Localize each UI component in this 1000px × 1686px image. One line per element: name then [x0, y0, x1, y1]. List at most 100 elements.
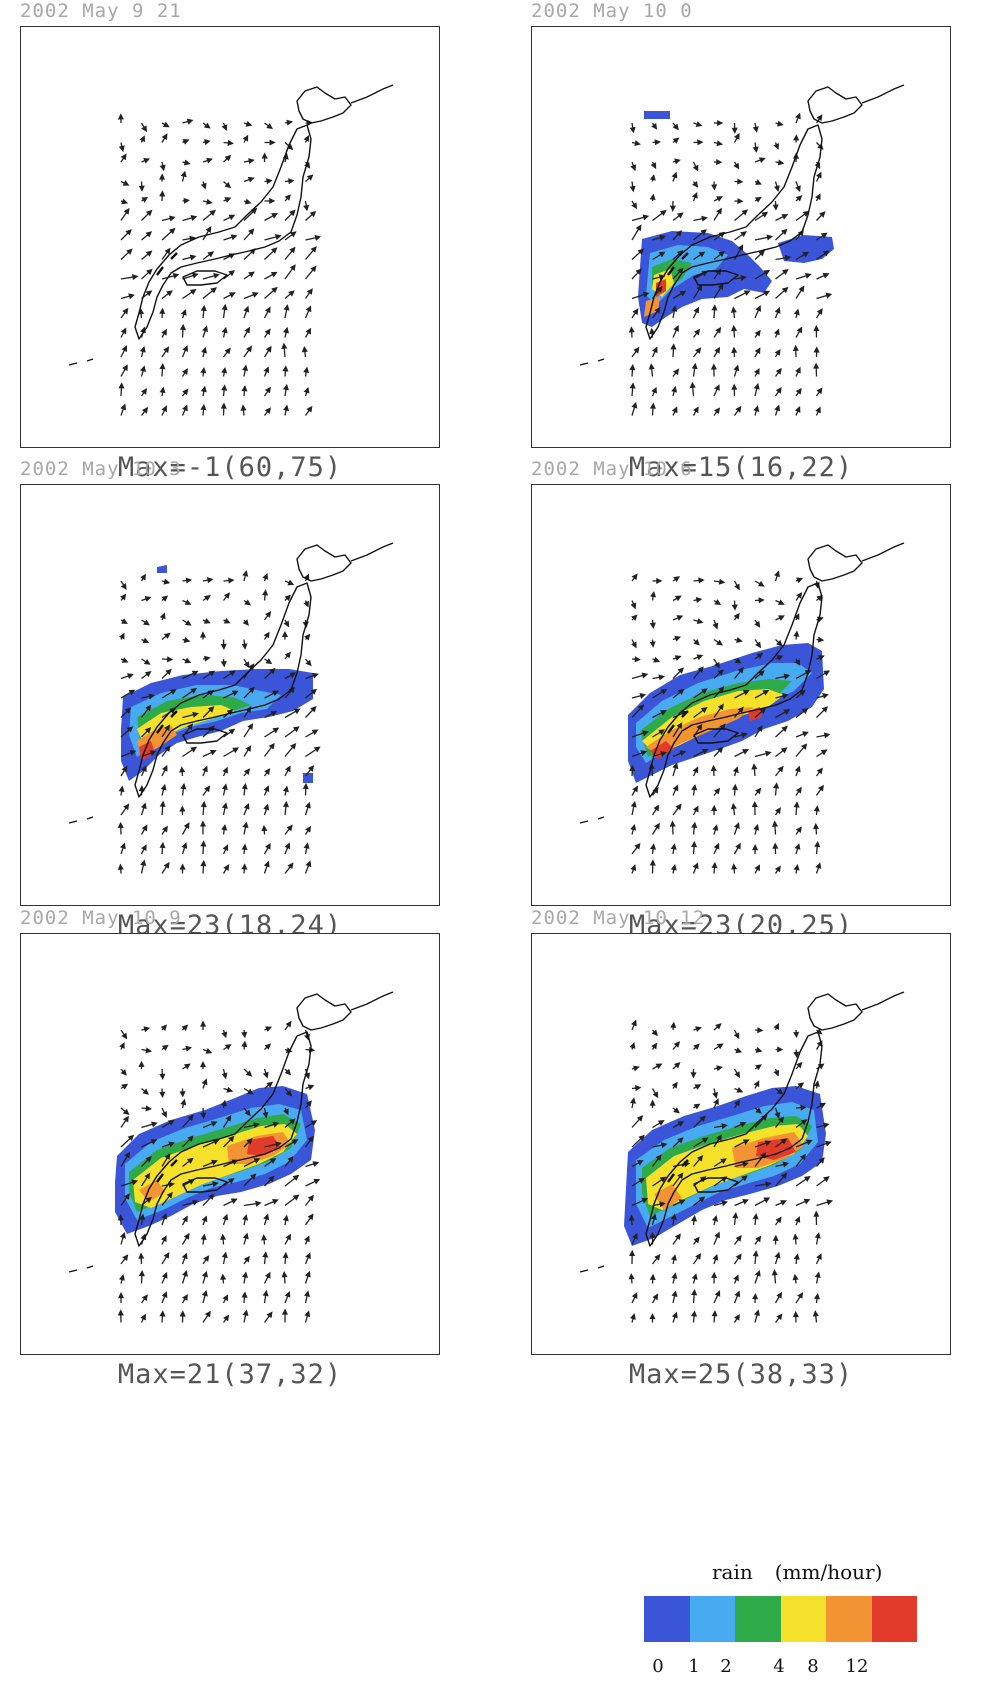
wind-arrowhead: [649, 1231, 656, 1238]
wind-arrowhead: [145, 1155, 152, 1163]
wind-arrowhead: [243, 305, 250, 313]
wind-arrowhead: [777, 159, 785, 166]
wind-arrowhead: [778, 615, 785, 621]
wind-arrowhead: [146, 268, 153, 276]
wind-arrowhead: [222, 1213, 229, 1221]
wind-arrowhead: [672, 137, 680, 144]
wind-arrowhead: [670, 843, 677, 850]
legend-title: rain (mm/hour): [712, 1560, 882, 1584]
wind-arrowhead: [287, 862, 294, 870]
rain-field: [121, 565, 313, 783]
wind-arrowhead: [656, 577, 663, 584]
wind-arrowhead: [692, 862, 699, 870]
wind-arrowhead: [247, 723, 254, 730]
wind-arrowhead: [731, 863, 738, 870]
wind-arrowhead: [289, 209, 296, 217]
legend-swatch: [826, 1596, 872, 1642]
wind-arrowhead: [191, 272, 199, 279]
wind-arrowhead: [792, 1273, 799, 1281]
wind-arrowhead: [168, 1141, 176, 1148]
wind-arrowhead: [695, 121, 703, 128]
wind-arrowhead: [245, 120, 253, 127]
wind-arrowhead: [305, 1100, 312, 1107]
wind-arrowhead: [244, 326, 251, 334]
wind-arrowhead: [161, 405, 167, 413]
wind-arrowhead: [145, 1196, 152, 1204]
wind-arrowhead: [691, 1273, 698, 1280]
wind-arrowhead: [183, 637, 191, 643]
wind-arrowhead: [735, 842, 741, 850]
wind-arrowhead: [742, 1139, 750, 1145]
wind-arrowhead: [221, 802, 228, 809]
wind-arrowhead: [696, 654, 704, 661]
wind-arrowhead: [221, 124, 228, 132]
wind-arrowhead: [200, 366, 207, 374]
wind-arrowhead: [164, 247, 171, 255]
wind-arrowhead: [213, 272, 220, 279]
map-panel: 2002 May 10 9 Max=21(37,32): [20, 907, 450, 1390]
wind-arrowhead: [242, 1309, 249, 1317]
honshu-kyushu-outline: [645, 1031, 823, 1247]
wind-arrowhead: [159, 612, 166, 620]
wind-arrowhead: [163, 578, 171, 585]
hokkaido-outline: [296, 993, 352, 1031]
wind-arrowhead: [818, 655, 825, 661]
wind-arrowhead: [800, 1119, 808, 1126]
wind-arrowhead: [792, 1233, 799, 1240]
wind-arrowhead: [755, 641, 762, 649]
wind-vectors: [117, 570, 321, 874]
wind-arrowhead: [701, 215, 708, 222]
wind-arrowhead: [799, 1153, 807, 1161]
wind-arrowhead: [164, 724, 170, 732]
rain-map: [68, 542, 394, 874]
wind-arrowhead: [775, 367, 782, 375]
wind-arrowhead: [658, 729, 666, 736]
wind-arrowhead: [774, 348, 781, 356]
wind-arrowhead: [800, 1104, 807, 1111]
wind-arrowhead: [264, 328, 271, 336]
wind-arrowhead: [660, 1142, 668, 1149]
wind-arrowhead: [800, 743, 808, 750]
wind-arrowhead: [715, 326, 722, 334]
hokkaido-outline: [296, 86, 352, 124]
wind-arrowhead: [674, 595, 682, 602]
rain-field: [638, 111, 834, 327]
wind-arrowhead: [776, 655, 784, 661]
wind-arrowhead: [206, 198, 213, 205]
wind-arrowhead: [813, 822, 820, 830]
wind-arrowhead: [141, 765, 147, 773]
wind-arrowhead: [312, 1161, 320, 1167]
wind-arrowhead: [671, 1081, 678, 1089]
wind-arrowhead: [716, 1065, 723, 1072]
wind-arrowhead: [283, 304, 290, 311]
wind-arrowhead: [262, 1251, 269, 1258]
wind-arrowhead: [263, 1213, 270, 1221]
wind-arrowhead: [772, 842, 779, 849]
wind-arrowhead: [118, 785, 125, 792]
wind-arrowhead: [734, 583, 740, 591]
wind-arrowhead: [261, 1234, 268, 1241]
wind-arrowhead: [752, 1293, 759, 1300]
wind-arrowhead: [733, 162, 740, 170]
wind-arrowhead: [245, 345, 253, 353]
wind-arrowhead: [819, 1102, 827, 1109]
wind-arrowhead: [271, 212, 278, 219]
wind-arrowhead: [654, 822, 660, 830]
wind-arrowhead: [117, 113, 124, 120]
wind-arrowhead: [179, 1091, 186, 1098]
wind-arrowhead: [240, 404, 247, 411]
rain-area: [778, 235, 834, 263]
wind-arrowhead: [120, 583, 127, 590]
wind-arrowhead: [145, 250, 153, 257]
wind-arrowhead: [631, 1292, 638, 1299]
wind-arrowhead: [777, 1116, 785, 1124]
wind-arrowhead: [127, 1134, 135, 1141]
wind-arrowhead: [717, 283, 724, 291]
wind-arrowhead: [713, 787, 721, 795]
shikoku-outline: [182, 270, 228, 286]
wind-arrowhead: [717, 669, 724, 676]
wind-arrowhead: [774, 1112, 781, 1119]
wind-arrowhead: [141, 125, 148, 133]
wind-arrowhead: [230, 234, 238, 241]
wind-arrowhead: [122, 1254, 129, 1261]
